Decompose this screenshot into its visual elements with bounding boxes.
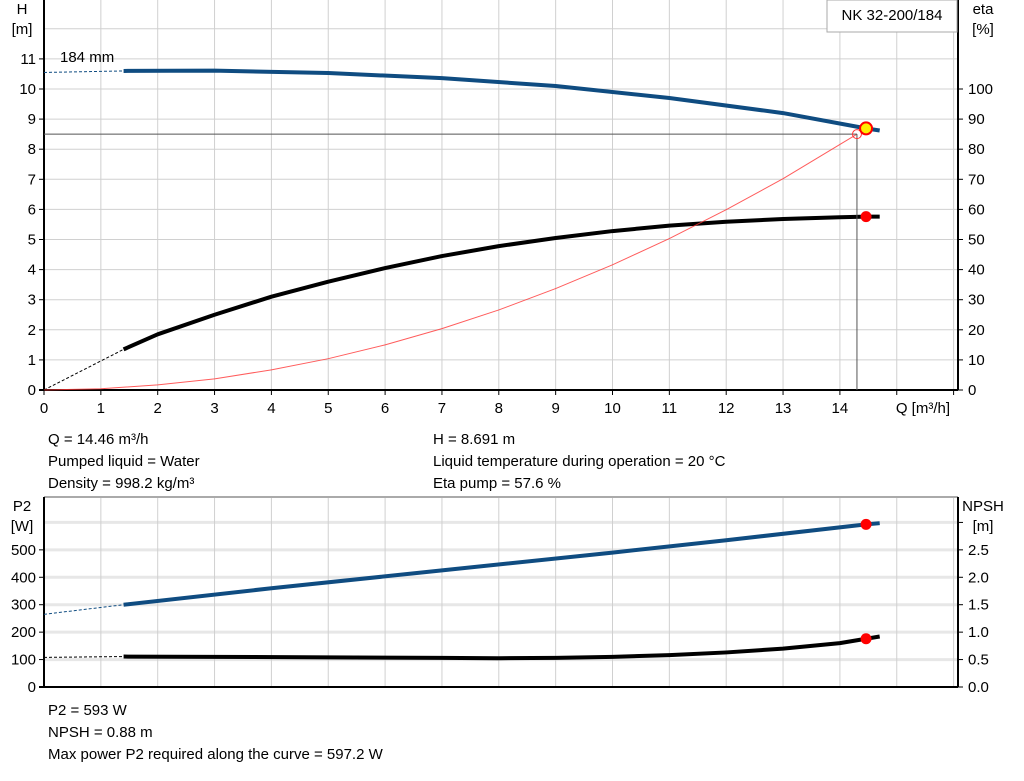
- y-right-tick-label: 2.0: [968, 569, 989, 586]
- info-npsh: NPSH = 0.88 m: [48, 724, 153, 741]
- eta-extension-dashed: [43, 348, 124, 391]
- y-left-tick-label: 11: [20, 51, 36, 68]
- y-right-tick-label: 0.5: [968, 652, 989, 669]
- y-right-tick-label: 90: [968, 111, 985, 128]
- info-liquid: Pumped liquid = Water: [48, 453, 200, 470]
- y-left-tick-label: 400: [11, 569, 36, 586]
- x-tick-label: 1: [97, 400, 105, 417]
- y-left-tick-label: 7: [28, 171, 36, 188]
- y-right-tick-label: 70: [968, 171, 985, 188]
- operating-point-p2: [860, 518, 872, 530]
- operating-point-eta: [860, 211, 872, 223]
- info-p2: P2 = 593 W: [48, 702, 127, 719]
- y-left-tick-label: 6: [28, 201, 36, 218]
- y-left-label: P2: [13, 498, 31, 515]
- info-density: Density = 998.2 kg/m³: [48, 475, 195, 492]
- x-tick-label: 13: [775, 400, 792, 417]
- x-tick-label: 4: [267, 400, 275, 417]
- y-left-tick-label: 9: [28, 111, 36, 128]
- info-flow: Q = 14.46 m³/h: [48, 431, 149, 448]
- y-left-tick-label: 200: [11, 624, 36, 641]
- y-right-tick-label: 0.0: [968, 679, 989, 696]
- y-right-unit: [%]: [972, 21, 994, 38]
- eta-curve: [122, 214, 880, 352]
- pump-model-box: [826, 0, 958, 33]
- x-axis-label: Q [m³/h]: [896, 400, 950, 417]
- y-right-tick-label: 1.5: [968, 597, 989, 614]
- x-tick-label: 9: [551, 400, 559, 417]
- y-right-label: NPSH: [962, 498, 1004, 515]
- operating-point-head: [859, 121, 874, 136]
- y-left-tick-label: 1: [28, 352, 36, 369]
- y-right-tick-label: 30: [968, 292, 985, 309]
- p2-curve: [123, 521, 880, 607]
- pump-model-title: NK 32-200/184: [842, 7, 943, 24]
- x-tick-label: 8: [495, 400, 503, 417]
- y-right-label: eta: [973, 1, 995, 18]
- y-left-tick-label: 0: [28, 382, 36, 399]
- h-extension-dashed: [43, 70, 124, 73]
- y-left-tick-label: 8: [28, 141, 36, 158]
- y-right-tick-label: 1.0: [968, 624, 989, 641]
- x-tick-label: 0: [40, 400, 48, 417]
- y-left-tick-label: 10: [19, 81, 36, 98]
- info-max-p2: Max power P2 required along the curve = …: [48, 746, 383, 763]
- y-left-unit: [W]: [11, 518, 34, 535]
- y-right-tick-label: 2.5: [968, 542, 989, 559]
- x-tick-label: 12: [718, 400, 735, 417]
- x-tick-label: 11: [662, 400, 678, 417]
- y-right-tick-label: 60: [968, 201, 985, 218]
- y-right-tick-label: 40: [968, 262, 985, 279]
- info-eta: Eta pump = 57.6 %: [433, 475, 561, 492]
- duty-point-marker: [851, 129, 862, 140]
- x-tick-label: 3: [210, 400, 218, 417]
- x-tick-label: 14: [832, 400, 849, 417]
- npsh-curve: [123, 634, 881, 661]
- x-tick-label: 2: [154, 400, 162, 417]
- system-curve-curve: [43, 133, 858, 391]
- y-left-tick-label: 0: [28, 679, 36, 696]
- y-right-tick-label: 100: [968, 81, 993, 98]
- info-bottom: P2 = 593 W NPSH = 0.88 m Max power P2 re…: [48, 700, 383, 766]
- y-left-tick-label: 4: [28, 262, 36, 279]
- y-right-tick-label: 50: [968, 232, 985, 249]
- info-head: H = 8.691 m: [433, 431, 516, 448]
- y-left-tick-label: 5: [28, 232, 36, 249]
- y-right-tick-label: 0: [968, 382, 976, 399]
- p2-extension-dashed: [43, 604, 124, 615]
- y-left-tick-label: 100: [11, 652, 36, 669]
- info-left: Q = 14.46 m³/h Pumped liquid = Water Den…: [48, 429, 200, 495]
- info-temperature: Liquid temperature during operation = 20…: [433, 453, 726, 470]
- y-right-tick-label: 20: [968, 322, 985, 339]
- y-right-unit: [m]: [973, 518, 994, 535]
- impeller-diameter-label: 184 mm: [60, 49, 114, 66]
- y-right-tick-label: 10: [968, 352, 985, 369]
- y-left-unit: [m]: [12, 21, 33, 38]
- y-left-tick-label: 2: [28, 322, 36, 339]
- npsh-extension-dashed: [43, 656, 124, 658]
- y-left-tick-label: 500: [11, 542, 36, 559]
- operating-point-npsh: [860, 633, 872, 645]
- x-tick-label: 10: [604, 400, 621, 417]
- y-right-tick-label: 80: [968, 141, 985, 158]
- x-tick-label: 7: [438, 400, 446, 417]
- y-left-tick-label: 3: [28, 292, 36, 309]
- info-right: H = 8.691 m Liquid temperature during op…: [433, 429, 725, 495]
- x-tick-label: 6: [381, 400, 389, 417]
- y-left-label: H: [17, 1, 28, 18]
- h-curve: [123, 68, 881, 133]
- x-tick-label: 5: [324, 400, 332, 417]
- y-left-tick-label: 300: [11, 597, 36, 614]
